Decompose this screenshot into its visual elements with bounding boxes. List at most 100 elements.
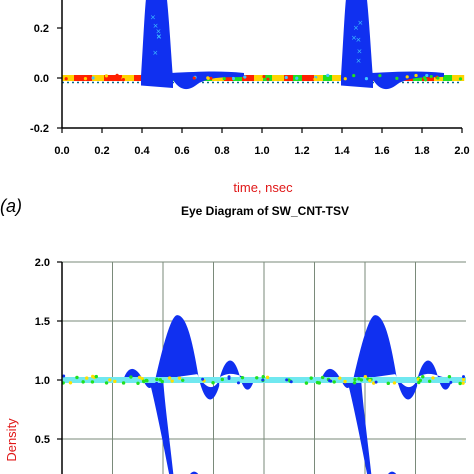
baseline-band-segment — [239, 75, 243, 81]
baseline-band-segment — [329, 75, 333, 81]
band-marker — [363, 374, 368, 379]
eye-diagram-traces — [61, 315, 466, 474]
band-marker — [167, 376, 172, 380]
baseline-marker — [206, 76, 210, 80]
baseline-band-segment — [416, 75, 420, 81]
baseline-marker — [209, 76, 213, 80]
band-marker — [461, 381, 465, 385]
baseline-band-segment — [425, 75, 429, 81]
band-marker — [427, 379, 432, 383]
baseline-band-segment — [119, 75, 123, 81]
marker-speck: × — [355, 36, 361, 44]
baseline-band-segment — [227, 75, 231, 81]
band-marker — [177, 376, 182, 380]
baseline-marker — [262, 74, 266, 79]
baseline-band-segment — [113, 75, 117, 81]
baseline-band-segment — [293, 75, 297, 81]
band-marker — [458, 381, 462, 386]
eye-1 — [123, 315, 254, 474]
baseline-band-segment — [461, 75, 465, 81]
eye-upper-lobe — [155, 315, 220, 400]
pulse-ringing — [171, 71, 244, 90]
baseline-band-segment — [281, 75, 285, 81]
baseline-band-segment — [107, 75, 111, 81]
band-marker — [181, 378, 185, 382]
baseline-band-segment — [62, 75, 66, 81]
band-marker — [338, 376, 342, 380]
band-marker — [113, 379, 117, 384]
eye-upper-lobe — [353, 315, 418, 400]
band-marker — [236, 381, 240, 385]
marker-speck: × — [156, 33, 162, 41]
marker-speck: × — [353, 24, 359, 32]
baseline-marker — [228, 77, 233, 81]
eye-2 — [321, 315, 452, 474]
band-marker — [227, 375, 231, 379]
band-marker — [304, 381, 309, 385]
baseline-band-segment — [455, 75, 459, 81]
marker-speck: × — [357, 47, 363, 55]
band-marker — [462, 375, 466, 379]
baseline-band-segment — [116, 75, 120, 81]
baseline-marker — [429, 74, 433, 79]
marker-speck: × — [155, 28, 161, 36]
baseline-marker — [64, 77, 68, 81]
baseline-band-segment — [302, 75, 306, 81]
baseline-marker — [317, 75, 322, 79]
baseline-marker — [425, 73, 429, 78]
baseline-band-segment — [308, 75, 312, 81]
time-domain-ticks: 0.0 0.2 0.4 0.6 0.8 1.0 1.2 1.4 1.6 1.8 2.00.20.0-… — [30, 23, 470, 157]
baseline-band-segment — [89, 75, 93, 81]
marker-speck: × — [153, 22, 159, 30]
band-marker — [285, 378, 289, 382]
marker-speck: × — [357, 19, 363, 27]
baseline-marker — [266, 77, 270, 81]
band-marker — [201, 377, 205, 381]
band-marker — [449, 380, 453, 384]
band-marker — [90, 380, 95, 384]
band-marker — [371, 381, 376, 385]
baseline-band-segment — [245, 75, 249, 81]
band-marker — [461, 377, 466, 382]
band-marker — [447, 374, 452, 379]
marker-speck: × — [351, 34, 357, 42]
baseline-marker — [422, 76, 427, 80]
baseline-marker — [104, 74, 109, 78]
x-tick-label: 0.0 — [54, 145, 69, 157]
baseline-band-segment — [320, 75, 324, 81]
pulse-body — [141, 0, 173, 88]
band-marker — [332, 380, 336, 384]
marker-speck: × — [356, 57, 362, 65]
band-marker — [158, 377, 162, 382]
band-marker — [431, 376, 435, 380]
x-tick-label: 0.8 — [214, 145, 229, 157]
baseline-band-segment — [221, 75, 225, 81]
baseline-marker — [231, 76, 235, 81]
x-tick-label: 1.0 — [254, 145, 269, 157]
baseline-marker — [243, 75, 247, 79]
band-marker — [374, 380, 378, 384]
band-marker — [62, 374, 66, 378]
baseline-band-segment — [74, 75, 78, 81]
baseline-marker — [436, 76, 440, 80]
band-marker — [421, 375, 425, 379]
baseline-band-segment — [440, 75, 444, 81]
x-tick-label: 1.2 — [294, 145, 309, 157]
band-marker — [368, 379, 372, 383]
baseline-band-segment — [338, 75, 342, 81]
baseline-marker — [222, 76, 226, 81]
band-marker — [255, 376, 259, 380]
time-domain-chart: ×××××××××××× 0.0 0.2 0.4 0.6 0.8 1.0 1.2 1.4 1.6… — [0, 0, 470, 216]
x-tick-label: 2.0 — [454, 145, 469, 157]
y-tick-label: 0.0 — [34, 73, 49, 85]
band-marker — [343, 379, 347, 384]
baseline-band-segment — [452, 75, 456, 81]
baseline-band-segment — [272, 75, 276, 81]
marker-speck: × — [156, 32, 162, 40]
x-tick-label: 0.2 — [94, 145, 109, 157]
baseline-marker — [192, 76, 196, 80]
y-tick-label: 1.5 — [35, 316, 50, 328]
eye-diagram-ticks: 2.0 1.5 1.0 0.5 — [35, 257, 62, 446]
band-marker — [418, 378, 423, 383]
